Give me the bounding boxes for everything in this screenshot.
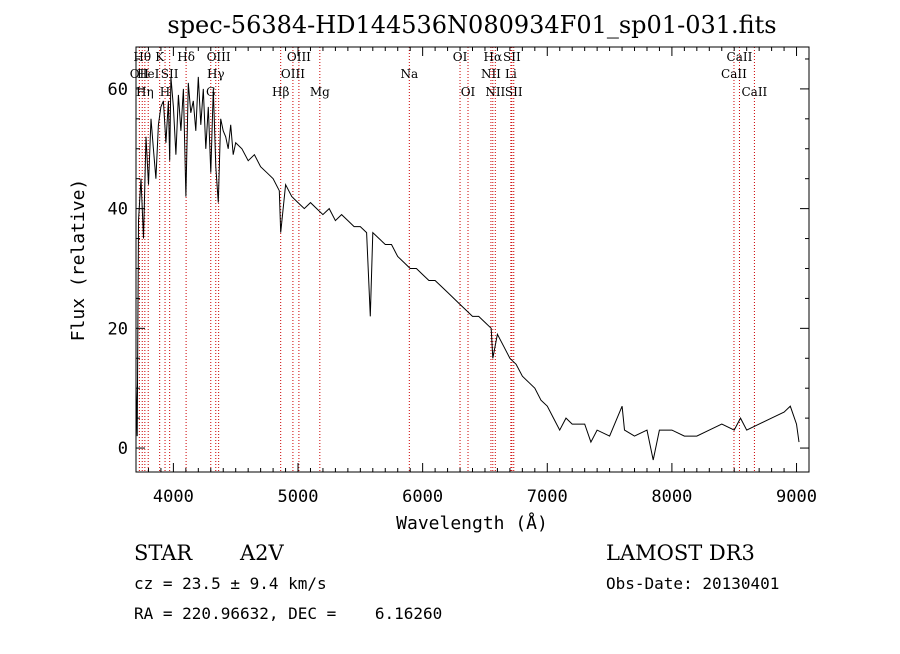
ra-dec: RA = 220.96632, DEC = 6.16260 bbox=[134, 604, 442, 623]
x-tick-label: 5000 bbox=[278, 487, 319, 507]
spectral-line-label: SII bbox=[503, 50, 521, 64]
observation-date: Obs-Date: 20130401 bbox=[606, 574, 779, 593]
object-class: STAR bbox=[134, 541, 193, 565]
x-tick-label: 6000 bbox=[402, 487, 443, 507]
x-tick-label: 4000 bbox=[153, 487, 194, 507]
spectral-line-label: G bbox=[206, 85, 216, 99]
spectral-line-label: NII bbox=[481, 67, 501, 81]
spectral-line-label: OII bbox=[130, 67, 150, 81]
y-tick-label: 40 bbox=[108, 200, 128, 220]
chart-title: spec-56384-HD144536N080934F01_sp01-031.f… bbox=[167, 11, 776, 39]
y-tick-label: 20 bbox=[108, 319, 128, 339]
y-tick-label: 0 bbox=[118, 439, 128, 459]
spectral-line-markers bbox=[138, 47, 755, 472]
spectral-line-label: OI bbox=[461, 85, 476, 99]
y-axis-label: Flux (relative) bbox=[68, 179, 89, 342]
y-tick-label: 60 bbox=[108, 80, 128, 100]
spectral-line-label: Na bbox=[400, 67, 418, 81]
spectral-line-label: CaII bbox=[741, 85, 767, 99]
spectral-line-label: Hα bbox=[484, 50, 503, 64]
spectral-line-label: Hγ bbox=[207, 67, 225, 81]
spectral-line-label: Hδ bbox=[177, 50, 195, 64]
x-tick-label: 7000 bbox=[527, 487, 568, 507]
spectral-line-labels: OII Hθ Hη HeI K H SII Hδ G Hγ OIII Hβ OIII OIII Mg Na OI… bbox=[130, 50, 768, 99]
x-axis-ticks: 4000 5000 6000 7000 8000 9000 bbox=[135, 47, 817, 507]
x-axis-label: Wavelength (Å) bbox=[396, 512, 548, 534]
spectral-line-label: HeI bbox=[137, 67, 160, 81]
x-tick-label: 9000 bbox=[776, 487, 817, 507]
redshift-cz: cz = 23.5 ± 9.4 km/s bbox=[134, 574, 327, 593]
spectral-line-label: OI bbox=[453, 50, 468, 64]
spectral-line-label: Li bbox=[505, 67, 517, 81]
spectral-line-label: OIII bbox=[287, 50, 311, 64]
survey-name: LAMOST DR3 bbox=[606, 541, 755, 565]
object-subclass: A2V bbox=[239, 541, 285, 565]
spectral-line-label: SII bbox=[161, 67, 179, 81]
y-axis-ticks: 0 20 40 60 bbox=[108, 58, 809, 459]
spectral-line-label: OIII bbox=[207, 50, 231, 64]
spectral-line-label: OIII bbox=[281, 67, 305, 81]
spectral-line-label: NII bbox=[485, 85, 505, 99]
spectral-line-label: CaII bbox=[727, 50, 753, 64]
spectral-line-label: K bbox=[155, 50, 165, 64]
spectral-line-label: CaII bbox=[721, 67, 747, 81]
spectral-line-label: Hθ bbox=[133, 50, 151, 64]
spectral-line-label: Mg bbox=[310, 85, 330, 99]
plot-frame bbox=[135, 46, 810, 473]
spectral-line-label: Hβ bbox=[272, 85, 289, 99]
spectral-line-label: SII bbox=[505, 85, 523, 99]
spectrum-series-line bbox=[135, 76, 800, 461]
spectral-line-label: Hη bbox=[136, 85, 154, 99]
x-tick-label: 8000 bbox=[651, 487, 692, 507]
spectral-line-label: H bbox=[160, 85, 170, 99]
